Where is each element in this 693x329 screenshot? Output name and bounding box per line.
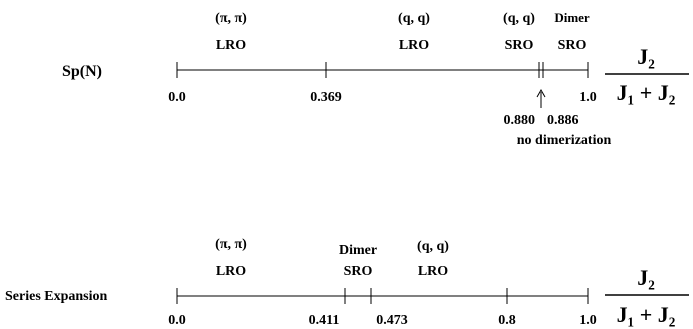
bottom-region-label: LRO — [216, 264, 246, 279]
top-tick-label: 0.369 — [310, 90, 342, 105]
top-tick-label: 0.0 — [168, 90, 186, 105]
inset-tick-label: 0.880 — [504, 113, 536, 128]
inset-tick-label: 0.886 — [547, 113, 579, 128]
bottom-tick-label: 0.473 — [376, 313, 408, 328]
top-tick-label: 1.0 — [579, 90, 597, 105]
bottom-tick-label: 0.411 — [309, 313, 340, 328]
bottom-region-label: (π, π) — [215, 237, 247, 252]
bottom-region-label: (q, q) — [417, 239, 449, 254]
top-region-label: SRO — [505, 38, 534, 53]
top-region-label: (q, q) — [398, 11, 430, 26]
top-region-label: LRO — [216, 38, 246, 53]
top-region-label: LRO — [399, 38, 429, 53]
bottom-tick-label: 0.0 — [168, 313, 186, 328]
top-region-label: (π, π) — [215, 11, 247, 26]
bottom-fraction-numerator: J₂ — [637, 265, 655, 290]
top-fraction-numerator: J₂ — [637, 44, 655, 69]
bottom-fraction-denominator: J₁ + J₂ — [617, 302, 676, 327]
bottom-title: Series Expansion — [5, 289, 108, 304]
top-region-label: SRO — [558, 38, 587, 53]
arrow-up-icon — [536, 88, 546, 98]
bottom-tick-label: 0.8 — [498, 313, 516, 328]
top-title: Sp(N) — [62, 63, 102, 80]
top-fraction-denominator: J₁ + J₂ — [617, 80, 676, 105]
bottom-region-label: LRO — [418, 264, 448, 279]
bottom-region-label: SRO — [344, 264, 373, 279]
top-region-label: Dimer — [554, 10, 590, 25]
bottom-tick-label: 1.0 — [579, 313, 597, 328]
bottom-region-label: Dimer — [339, 243, 377, 258]
top-region-label: (q, q) — [503, 11, 535, 26]
no-dimerization-note: no dimerization — [517, 133, 612, 148]
